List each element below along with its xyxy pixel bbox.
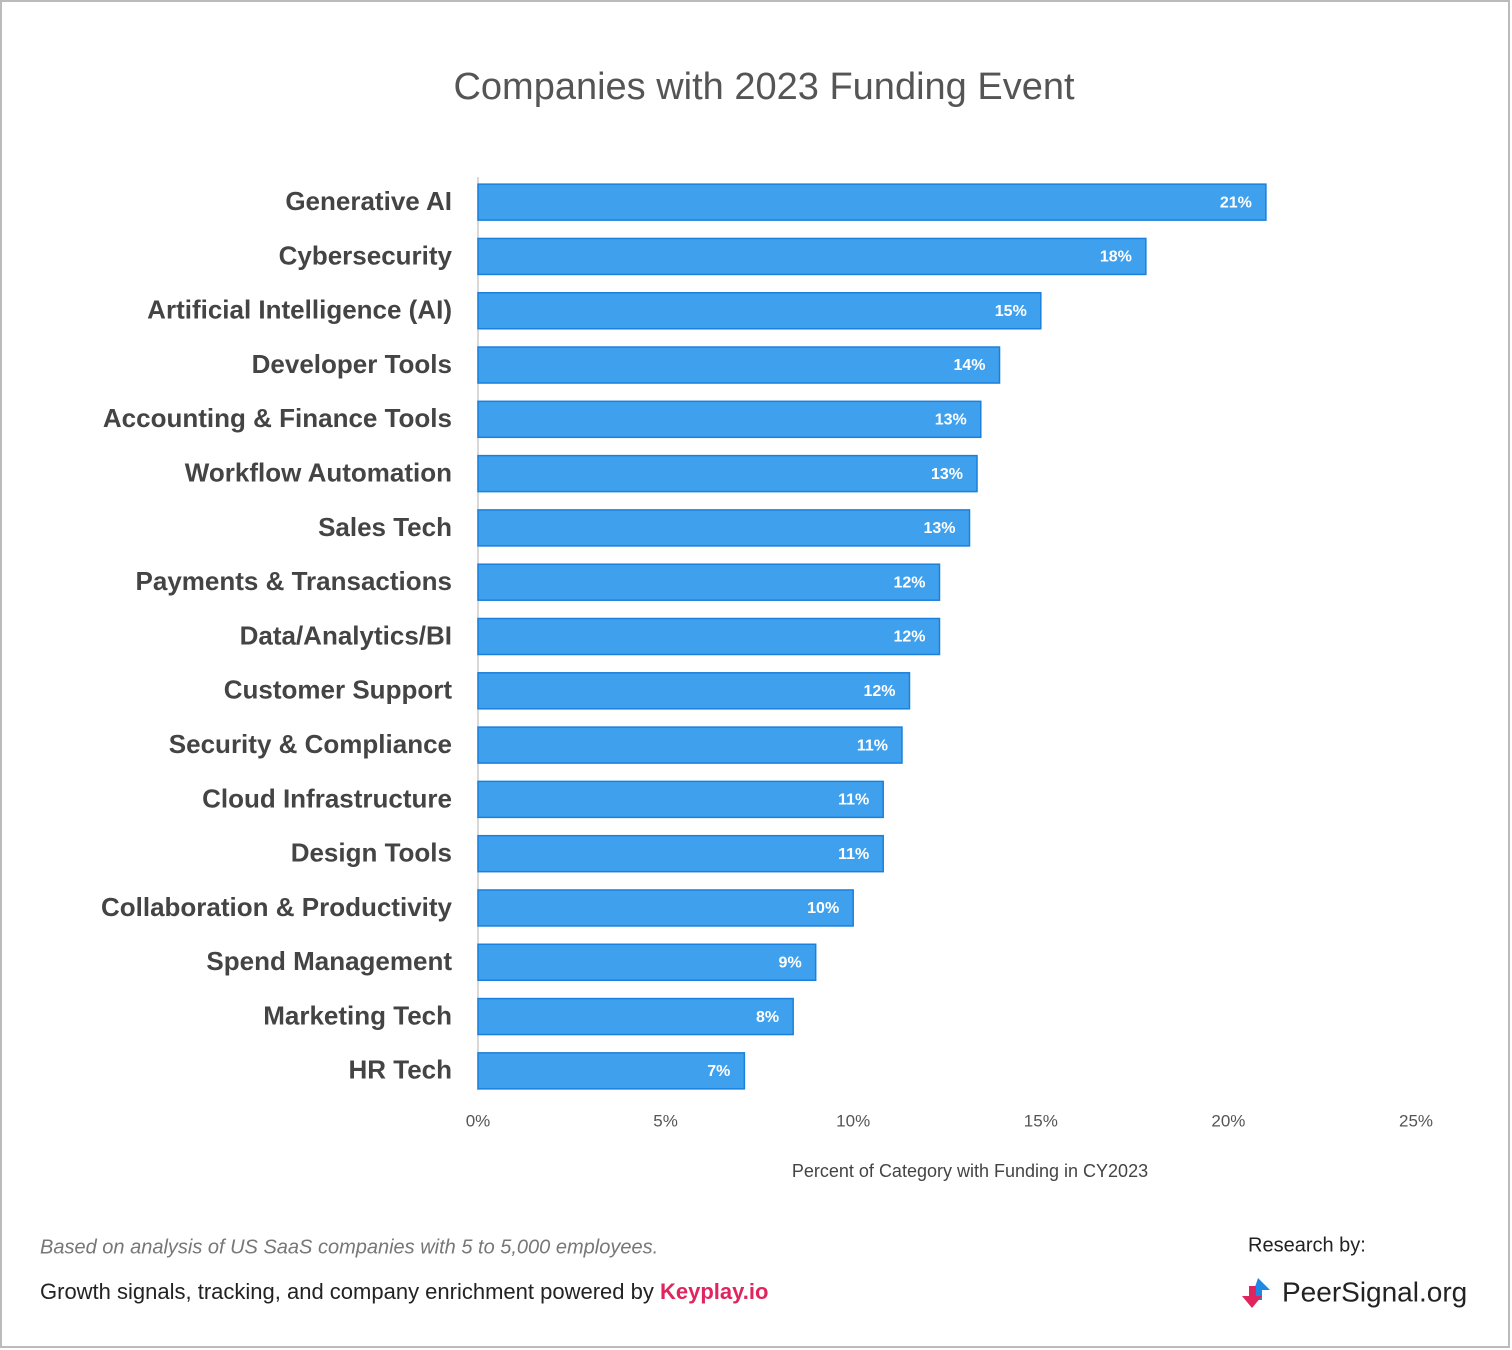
research-by: Research by:: [1248, 1234, 1366, 1256]
bar: [477, 563, 941, 601]
bar: [477, 617, 941, 656]
value-label: 11%: [838, 792, 869, 809]
value-label: 18%: [1100, 249, 1132, 266]
bar: [477, 672, 911, 710]
y-tick-label: Spend Management: [206, 946, 452, 976]
y-tick-label: Payments & Transactions: [136, 566, 452, 596]
y-tick-label: Accounting & Finance Tools: [103, 403, 452, 433]
value-label: 10%: [807, 900, 839, 917]
x-axis-label: Percent of Category with Funding in CY20…: [792, 1161, 1148, 1181]
y-tick-label: Cybersecurity: [279, 240, 453, 270]
y-tick-label: Developer Tools: [252, 349, 452, 379]
y-tick-label: Collaboration & Productivity: [101, 892, 453, 922]
value-label: 13%: [935, 412, 967, 429]
y-tick-label: Workflow Automation: [185, 457, 452, 487]
x-tick-label: 0%: [466, 1111, 491, 1130]
y-tick-label: Customer Support: [224, 675, 453, 705]
y-tick-label: Artificial Intelligence (AI): [147, 295, 452, 325]
bar: [477, 346, 1001, 384]
bar: [477, 454, 978, 493]
value-label: 12%: [893, 629, 925, 646]
powered-by-brand: Keyplay.io: [660, 1279, 768, 1304]
x-tick-label: 5%: [653, 1111, 678, 1130]
y-tick-label: Sales Tech: [318, 512, 452, 542]
value-label: 8%: [756, 1009, 779, 1026]
y-tick-label: Marketing Tech: [263, 1000, 452, 1030]
y-tick-label: Cloud Infrastructure: [202, 783, 452, 813]
bar: [477, 726, 903, 764]
bar: [477, 834, 884, 873]
x-tick-label: 10%: [836, 1111, 870, 1130]
powered-by-text: Growth signals, tracking, and company en…: [40, 1279, 654, 1304]
bar: [477, 780, 884, 819]
brand-name: PeerSignal.org: [1282, 1276, 1467, 1307]
x-tick-label: 15%: [1024, 1111, 1058, 1130]
powered-by: Growth signals, tracking, and company en…: [40, 1279, 768, 1304]
y-tick-label: Data/Analytics/BI: [240, 620, 452, 650]
bar: [477, 1052, 746, 1090]
x-tick-label: 25%: [1399, 1111, 1433, 1130]
chart-title: Companies with 2023 Funding Event: [453, 66, 1074, 108]
y-tick-label: Security & Compliance: [169, 729, 452, 759]
bar: [477, 291, 1042, 330]
value-label: 11%: [838, 846, 869, 863]
footnote: Based on analysis of US SaaS companies w…: [40, 1236, 658, 1258]
value-label: 14%: [953, 357, 985, 374]
y-tick-label: Design Tools: [291, 838, 452, 868]
brand-logo: [1242, 1278, 1270, 1308]
bar: [477, 997, 794, 1036]
value-label: 12%: [863, 683, 895, 700]
y-tick-label: HR Tech: [348, 1055, 452, 1085]
bar: [477, 943, 817, 982]
value-label: 13%: [931, 466, 963, 483]
value-label: 13%: [923, 520, 955, 537]
value-label: 12%: [893, 574, 925, 591]
value-label: 9%: [779, 954, 802, 971]
value-label: 7%: [707, 1063, 730, 1080]
bar: [477, 509, 971, 547]
value-label: 21%: [1220, 194, 1252, 211]
bar: [477, 183, 1267, 221]
bar: [477, 400, 982, 439]
value-label: 11%: [857, 737, 888, 754]
y-tick-label: Generative AI: [285, 186, 452, 216]
value-label: 15%: [995, 303, 1027, 320]
bar: [477, 889, 854, 927]
bar: [477, 237, 1147, 276]
x-tick-label: 20%: [1211, 1111, 1245, 1130]
